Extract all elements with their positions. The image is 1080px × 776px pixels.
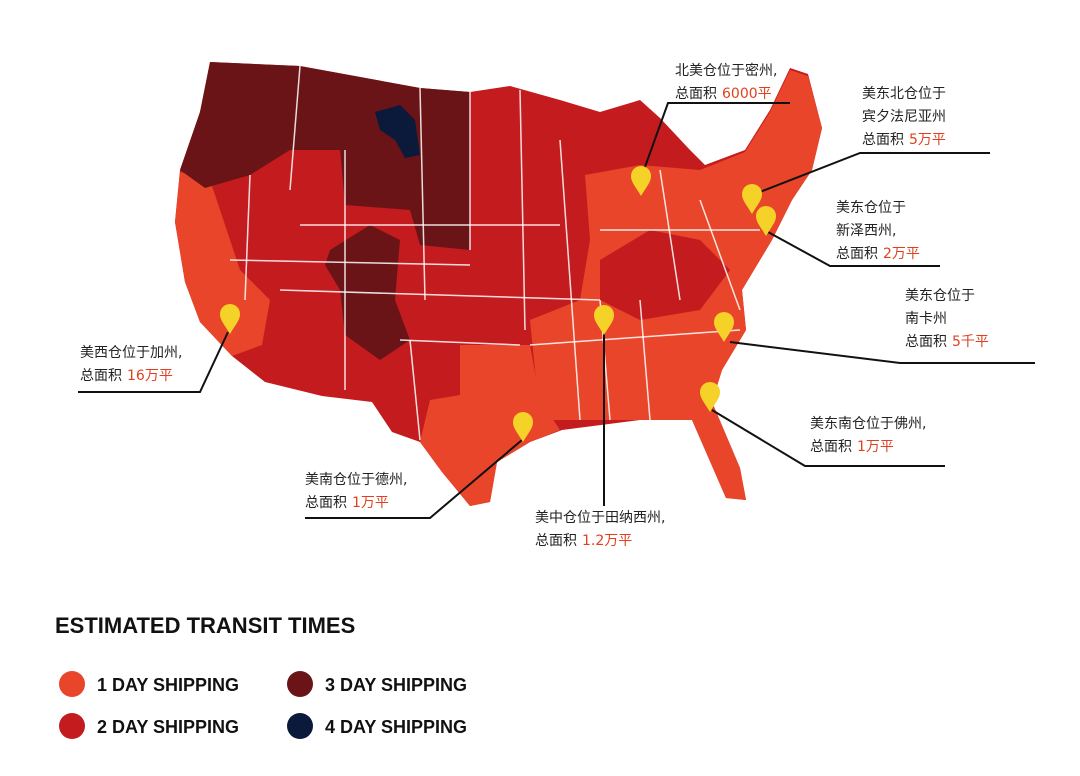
area-value: 5千平 — [952, 334, 989, 350]
state-line — [289, 65, 301, 191]
warehouse-name: 美西仓位于加州, — [80, 345, 182, 361]
area-value: 1.2万平 — [582, 533, 632, 549]
area-value: 1万平 — [352, 495, 389, 511]
state-line — [399, 339, 521, 346]
leader-line — [729, 341, 1035, 364]
area-prefix: 总面积 — [836, 246, 878, 262]
warehouse-name: 新泽西州, — [836, 223, 896, 239]
warehouse-name: 北美仓位于密州, — [675, 62, 777, 79]
warehouse-name: 宾夕法尼亚州 — [862, 109, 946, 125]
region-1day-texas — [420, 345, 560, 506]
state-line — [519, 89, 526, 331]
state-line — [659, 169, 681, 301]
legend: 1 DAY SHIPPING 2 DAY SHIPPING 3 DAY SHIPPI… — [59, 671, 467, 739]
area-value: 1万平 — [857, 439, 894, 455]
leader-line — [305, 439, 523, 519]
region-2day-idaho — [250, 150, 345, 220]
state-line — [229, 259, 471, 266]
area-prefix: 总面积 — [675, 86, 717, 102]
warehouse-area-line: 总面积 1万平 — [810, 439, 894, 455]
state-line — [279, 289, 601, 301]
warehouse-area-line: 总面积 1.2万平 — [535, 533, 632, 549]
legend-swatch — [287, 671, 313, 697]
legend-label: 2 DAY SHIPPING — [97, 717, 239, 737]
warehouse-name: 美东北仓位于 — [862, 86, 946, 102]
legend-swatch — [59, 713, 85, 739]
warehouse-name: 美中仓位于田纳西州, — [535, 510, 665, 526]
leader-line — [759, 152, 990, 193]
warehouse-name: 美南仓位于德州, — [305, 472, 407, 488]
warehouse-area-line: 总面积 5千平 — [905, 334, 989, 350]
warehouse-pin — [594, 305, 614, 335]
region-1day-west — [175, 172, 270, 356]
area-prefix: 总面积 — [862, 132, 904, 148]
warehouse-area-line: 总面积 2万平 — [836, 246, 920, 262]
state-line — [639, 299, 651, 421]
warehouse-pin — [513, 412, 533, 442]
region-2day-east — [600, 230, 730, 320]
leader-line — [640, 102, 790, 179]
legend-title: ESTIMATED TRANSIT TIMES — [55, 613, 355, 638]
leader-line — [78, 331, 229, 393]
area-prefix: 总面积 — [535, 533, 577, 549]
area-value: 6000平 — [722, 86, 772, 102]
warehouse-area-line: 总面积 6000平 — [675, 86, 772, 102]
warehouse-pin — [700, 382, 720, 412]
area-prefix: 总面积 — [305, 495, 347, 511]
area-value: 16万平 — [127, 368, 173, 384]
leader-line — [711, 409, 945, 467]
legend-label: 1 DAY SHIPPING — [97, 675, 239, 695]
warehouse-name: 南卡州 — [905, 311, 947, 327]
state-line — [529, 329, 741, 346]
warehouse-name: 美东仓位于 — [905, 288, 975, 304]
warehouse-area-line: 总面积 1万平 — [305, 495, 389, 511]
area-prefix: 总面积 — [810, 439, 852, 455]
warehouse-pin — [756, 206, 776, 236]
warehouse-area-line: 总面积 5万平 — [862, 132, 946, 148]
state-line — [409, 339, 421, 441]
us-map — [171, 58, 826, 510]
leader-line — [767, 231, 940, 267]
warehouse-name: 美东仓位于 — [836, 200, 906, 216]
legend-label: 4 DAY SHIPPING — [325, 717, 467, 737]
legend-swatch — [287, 713, 313, 739]
area-value: 2万平 — [883, 246, 920, 262]
state-line — [559, 139, 581, 421]
area-value: 5万平 — [909, 132, 946, 148]
warehouse-pin — [220, 304, 240, 334]
warehouse-name: 美东南仓位于佛州, — [810, 416, 926, 432]
area-prefix: 总面积 — [905, 334, 947, 350]
warehouse-area-line: 总面积 16万平 — [80, 368, 173, 384]
area-prefix: 总面积 — [80, 368, 122, 384]
legend-swatch — [59, 671, 85, 697]
warehouse-pin — [631, 165, 651, 196]
warehouse-pin — [742, 184, 762, 214]
warehouse-pin — [714, 312, 734, 342]
state-line — [244, 174, 251, 301]
legend-label: 3 DAY SHIPPING — [325, 675, 467, 695]
state-line — [699, 199, 741, 311]
region-4day — [375, 105, 420, 158]
